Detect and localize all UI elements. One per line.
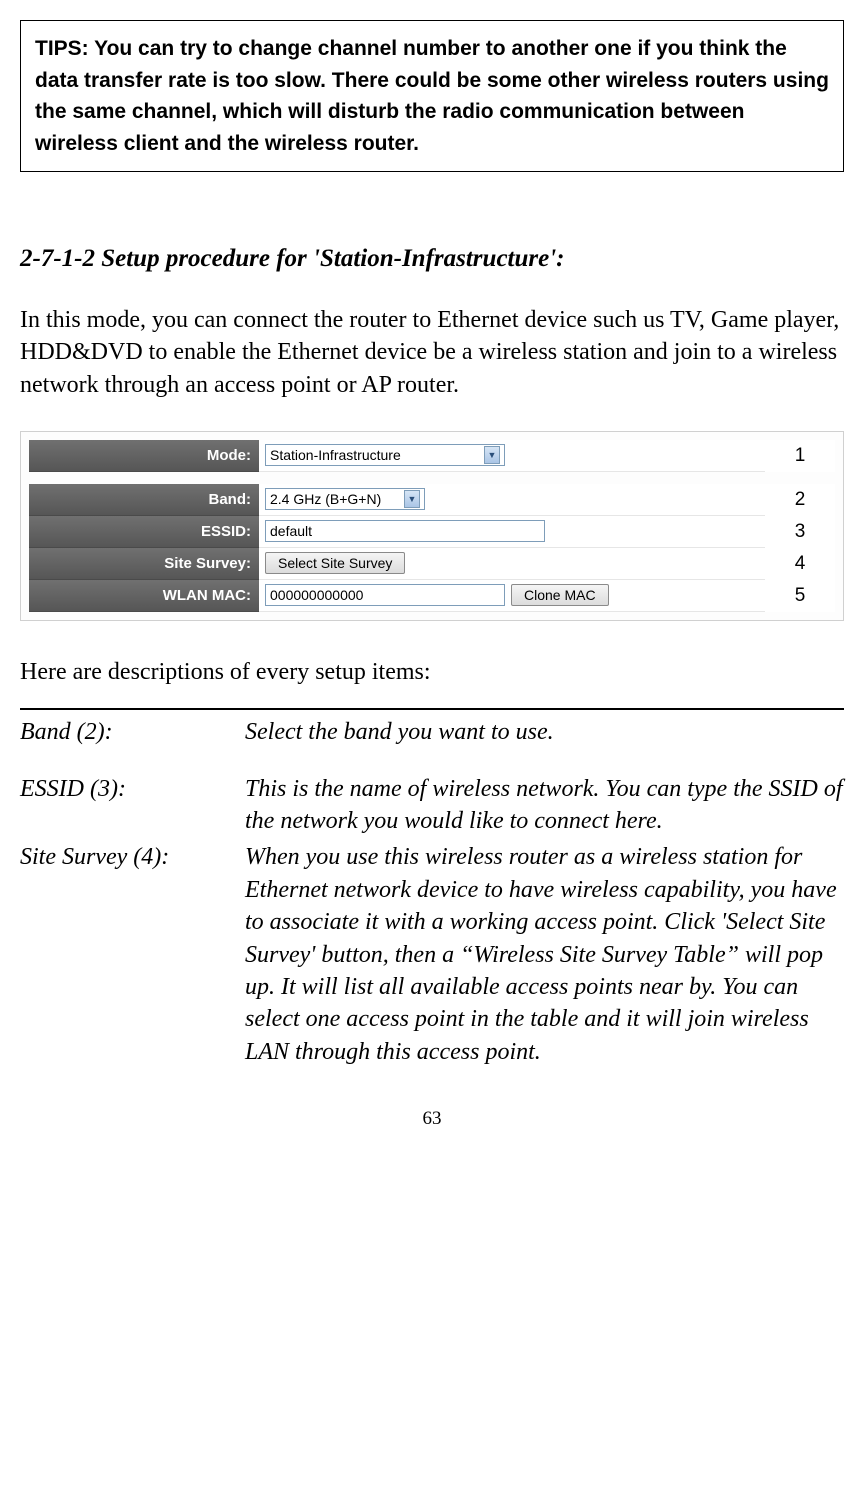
callout-5: 5 — [765, 580, 835, 612]
essid-row: ESSID: default 3 — [29, 516, 835, 548]
callout-3: 3 — [765, 516, 835, 548]
wlan-mac-input[interactable]: 000000000000 — [265, 584, 505, 606]
wlan-mac-row: WLAN MAC: 000000000000 Clone MAC 5 — [29, 580, 835, 612]
mode-label: Mode: — [29, 440, 259, 472]
desc-def-site-survey: When you use this wireless router as a w… — [245, 841, 844, 1068]
desc-row-site-survey: Site Survey (4): When you use this wirel… — [20, 841, 844, 1068]
site-survey-label: Site Survey: — [29, 548, 259, 580]
desc-row-band: Band (2): Select the band you want to us… — [20, 716, 844, 748]
band-select-value: 2.4 GHz (B+G+N) — [270, 490, 398, 509]
tips-box: TIPS: You can try to change channel numb… — [20, 20, 844, 172]
config-screenshot: Mode: Station-Infrastructure ▼ 1 Band: 2… — [20, 431, 844, 621]
essid-input[interactable]: default — [265, 520, 545, 542]
wlan-mac-label: WLAN MAC: — [29, 580, 259, 612]
clone-mac-button[interactable]: Clone MAC — [511, 584, 609, 606]
mode-select-value: Station-Infrastructure — [270, 446, 478, 465]
band-label: Band: — [29, 484, 259, 516]
tips-text: TIPS: You can try to change channel numb… — [35, 37, 829, 155]
chevron-down-icon: ▼ — [404, 490, 420, 508]
page-number: 63 — [20, 1106, 844, 1132]
desc-term-site-survey: Site Survey (4): — [20, 841, 245, 1068]
essid-value: default — [270, 522, 312, 541]
chevron-down-icon: ▼ — [484, 446, 500, 464]
callout-2: 2 — [765, 484, 835, 516]
intro-paragraph: In this mode, you can connect the router… — [20, 304, 844, 401]
desc-term-band: Band (2): — [20, 716, 245, 748]
section-heading: 2-7-1-2 Setup procedure for 'Station-Inf… — [20, 242, 844, 276]
desc-term-essid: ESSID (3): — [20, 773, 245, 838]
wlan-mac-value: 000000000000 — [270, 586, 363, 605]
band-row: Band: 2.4 GHz (B+G+N) ▼ 2 — [29, 484, 835, 516]
mode-row: Mode: Station-Infrastructure ▼ 1 — [29, 440, 835, 472]
site-survey-row: Site Survey: Select Site Survey 4 — [29, 548, 835, 580]
description-intro: Here are descriptions of every setup ite… — [20, 656, 844, 688]
callout-1: 1 — [765, 440, 835, 472]
clone-mac-label: Clone MAC — [524, 586, 596, 605]
description-table: Band (2): Select the band you want to us… — [20, 708, 844, 1068]
desc-row-essid: ESSID (3): This is the name of wireless … — [20, 773, 844, 838]
desc-def-essid: This is the name of wireless network. Yo… — [245, 773, 844, 838]
callout-4: 4 — [765, 548, 835, 580]
essid-label: ESSID: — [29, 516, 259, 548]
mode-select[interactable]: Station-Infrastructure ▼ — [265, 444, 505, 466]
select-site-survey-label: Select Site Survey — [278, 554, 392, 573]
select-site-survey-button[interactable]: Select Site Survey — [265, 552, 405, 574]
band-select[interactable]: 2.4 GHz (B+G+N) ▼ — [265, 488, 425, 510]
desc-def-band: Select the band you want to use. — [245, 716, 844, 748]
